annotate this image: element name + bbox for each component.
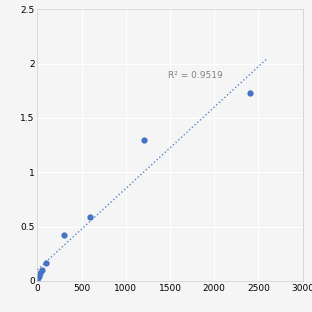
Point — [36, 276, 41, 281]
Text: R² = 0.9519: R² = 0.9519 — [168, 71, 223, 80]
Point — [141, 137, 146, 142]
Point — [37, 271, 42, 276]
Point — [61, 233, 66, 238]
Point — [247, 90, 252, 95]
Point — [39, 267, 44, 272]
Point — [44, 261, 49, 266]
Point — [36, 274, 41, 279]
Point — [88, 214, 93, 219]
